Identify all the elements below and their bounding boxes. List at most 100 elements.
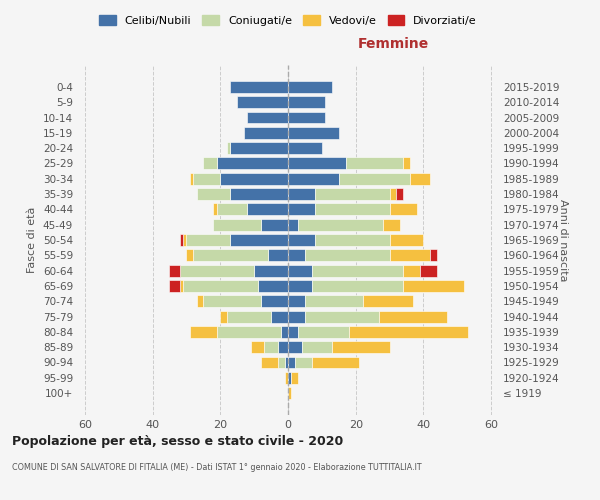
Bar xyxy=(193,173,220,184)
Bar xyxy=(288,296,305,307)
Bar xyxy=(302,341,332,353)
Bar xyxy=(362,296,413,307)
Y-axis label: Fasce di età: Fasce di età xyxy=(28,207,37,273)
Bar xyxy=(288,387,292,399)
Bar xyxy=(261,218,288,230)
Bar xyxy=(383,218,400,230)
Bar xyxy=(203,296,261,307)
Bar xyxy=(217,158,288,170)
Bar xyxy=(288,142,322,154)
Bar xyxy=(278,356,284,368)
Bar xyxy=(193,250,268,262)
Bar xyxy=(379,310,447,322)
Bar xyxy=(288,264,312,276)
Bar xyxy=(281,326,288,338)
Bar xyxy=(237,96,288,108)
Text: COMUNE DI SAN SALVATORE DI FITALIA (ME) - Dati ISTAT 1° gennaio 2020 - Elaborazi: COMUNE DI SAN SALVATORE DI FITALIA (ME) … xyxy=(12,462,422,471)
Bar xyxy=(288,96,325,108)
Bar xyxy=(261,296,288,307)
Bar xyxy=(227,310,271,322)
Text: Femmine: Femmine xyxy=(358,37,428,51)
Bar xyxy=(257,280,288,292)
Bar xyxy=(244,127,288,139)
Text: Popolazione per età, sesso e stato civile - 2020: Popolazione per età, sesso e stato civil… xyxy=(12,435,343,448)
Bar xyxy=(403,158,410,170)
Bar xyxy=(183,234,187,246)
Bar xyxy=(187,250,193,262)
Bar xyxy=(214,218,261,230)
Bar xyxy=(230,188,288,200)
Bar xyxy=(288,218,298,230)
Bar xyxy=(288,173,339,184)
Bar xyxy=(295,356,312,368)
Bar xyxy=(264,341,278,353)
Bar xyxy=(292,372,298,384)
Bar xyxy=(312,356,359,368)
Bar xyxy=(288,372,292,384)
Bar xyxy=(203,158,217,170)
Bar xyxy=(288,158,346,170)
Bar xyxy=(389,188,397,200)
Bar xyxy=(187,234,230,246)
Bar xyxy=(305,250,389,262)
Bar xyxy=(227,142,230,154)
Bar xyxy=(389,250,430,262)
Bar xyxy=(247,204,288,216)
Bar xyxy=(288,356,295,368)
Bar xyxy=(312,280,403,292)
Bar xyxy=(288,234,315,246)
Bar xyxy=(278,341,288,353)
Bar xyxy=(190,173,193,184)
Bar xyxy=(332,341,389,353)
Bar xyxy=(312,264,403,276)
Bar xyxy=(397,188,403,200)
Bar xyxy=(230,81,288,93)
Bar xyxy=(220,173,288,184)
Bar xyxy=(305,296,362,307)
Bar xyxy=(288,188,315,200)
Bar xyxy=(288,250,305,262)
Bar xyxy=(230,142,288,154)
Bar xyxy=(190,326,217,338)
Bar xyxy=(349,326,467,338)
Bar xyxy=(220,310,227,322)
Bar xyxy=(420,264,437,276)
Bar xyxy=(183,280,257,292)
Bar xyxy=(389,204,417,216)
Bar xyxy=(217,204,247,216)
Bar xyxy=(261,356,278,368)
Bar xyxy=(315,204,389,216)
Bar xyxy=(251,341,264,353)
Bar xyxy=(305,310,379,322)
Bar xyxy=(179,280,183,292)
Bar xyxy=(410,173,430,184)
Bar xyxy=(288,81,332,93)
Bar xyxy=(288,310,305,322)
Bar xyxy=(288,127,339,139)
Bar xyxy=(430,250,437,262)
Bar xyxy=(339,173,410,184)
Bar xyxy=(230,234,288,246)
Bar xyxy=(315,188,389,200)
Bar xyxy=(169,264,179,276)
Bar xyxy=(179,234,183,246)
Y-axis label: Anni di nascita: Anni di nascita xyxy=(558,198,568,281)
Bar xyxy=(288,341,302,353)
Bar xyxy=(315,234,389,246)
Bar xyxy=(298,218,383,230)
Bar xyxy=(288,112,325,124)
Bar xyxy=(284,356,288,368)
Bar xyxy=(284,372,288,384)
Bar xyxy=(389,234,424,246)
Bar xyxy=(197,188,230,200)
Bar xyxy=(298,326,349,338)
Bar xyxy=(288,204,315,216)
Bar xyxy=(403,280,464,292)
Bar xyxy=(288,280,312,292)
Bar xyxy=(403,264,420,276)
Bar xyxy=(254,264,288,276)
Bar xyxy=(179,264,254,276)
Legend: Celibi/Nubili, Coniugati/e, Vedovi/e, Divorziati/e: Celibi/Nubili, Coniugati/e, Vedovi/e, Di… xyxy=(95,10,481,30)
Bar xyxy=(268,250,288,262)
Bar xyxy=(217,326,281,338)
